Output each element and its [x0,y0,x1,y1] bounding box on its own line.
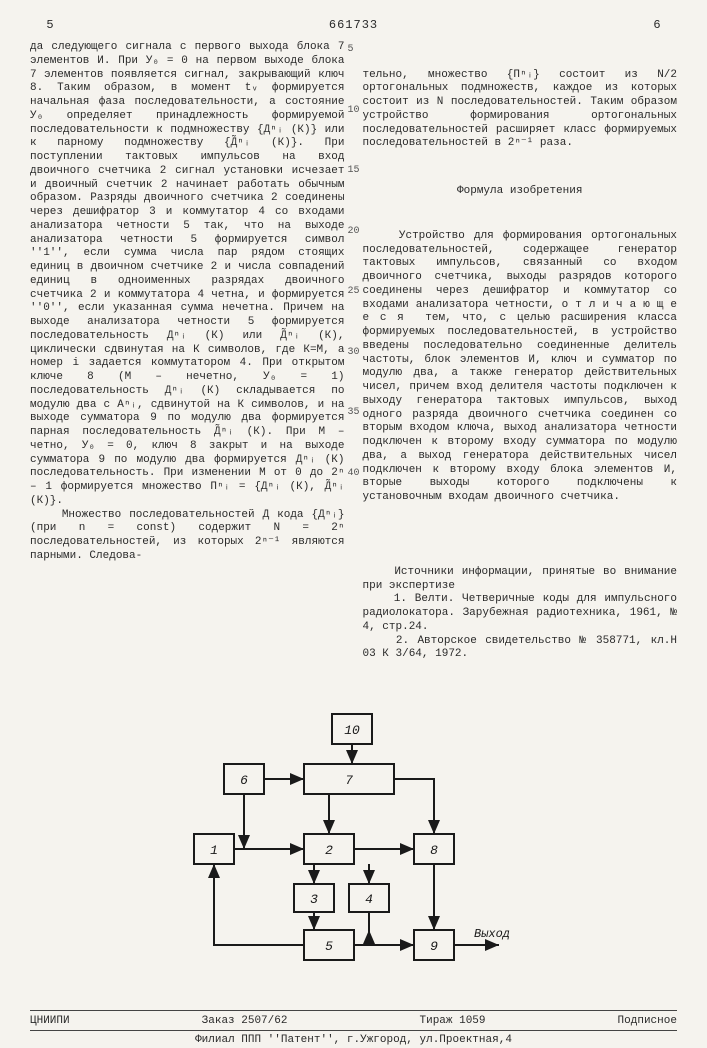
line-number: 20 [347,226,359,239]
line-number: 5 [347,44,359,57]
right-column-intro: тельно, множество {Пⁿᵢ} состоит из N/2 о… [363,69,678,152]
svg-text:2: 2 [325,843,333,858]
right-column: тельно, множество {Пⁿᵢ} состоит из N/2 о… [363,41,678,690]
svg-text:8: 8 [430,843,438,858]
left-column: да следующего сигнала с первого выхода б… [30,41,345,690]
svg-text:1: 1 [210,843,218,858]
line-number: 40 [347,468,359,481]
svg-text:10: 10 [344,723,360,738]
footer-org: ЦНИИПИ [30,1015,70,1029]
diagram-svg: 1 2 3 4 5 6 7 8 9 10 Выход [164,704,544,994]
line-number: 15 [347,165,359,178]
svg-text:6: 6 [240,773,248,788]
line-number-gutter: 5 10 15 20 25 30 35 40 [347,44,359,480]
svg-text:5: 5 [325,939,333,954]
footer-tirazh: Тираж 1059 [420,1015,486,1029]
footer: ЦНИИПИ Заказ 2507/62 Тираж 1059 Подписно… [30,1010,677,1048]
footer-order: Заказ 2507/62 [202,1015,288,1029]
page: 5 661733 6 5 10 15 20 25 30 35 40 да сле… [0,0,707,1000]
footer-address: Филиал ППП ''Патент'', г.Ужгород, ул.Про… [30,1030,677,1048]
document-number: 661733 [70,18,637,33]
spacer [363,532,678,538]
svg-text:3: 3 [310,892,318,907]
line-number: 35 [347,407,359,420]
right-column-formula: Устройство для формирования ортогональны… [363,230,678,505]
svg-text:9: 9 [430,939,438,954]
page-header: 5 661733 6 [30,18,677,33]
line-number: 25 [347,286,359,299]
line-number: 30 [347,347,359,360]
block-diagram: 1 2 3 4 5 6 7 8 9 10 Выход [30,704,677,994]
footer-sign: Подписное [618,1015,677,1029]
page-number-left: 5 [30,18,70,33]
footer-row: ЦНИИПИ Заказ 2507/62 Тираж 1059 Подписно… [30,1015,677,1029]
line-number: 10 [347,105,359,118]
svg-text:Выход: Выход [474,927,510,941]
svg-text:4: 4 [365,892,373,907]
formula-title: Формула изобретения [363,185,678,199]
sources: Источники информации, принятые во вниман… [363,566,678,662]
page-number-right: 6 [637,18,677,33]
svg-text:7: 7 [345,773,353,788]
